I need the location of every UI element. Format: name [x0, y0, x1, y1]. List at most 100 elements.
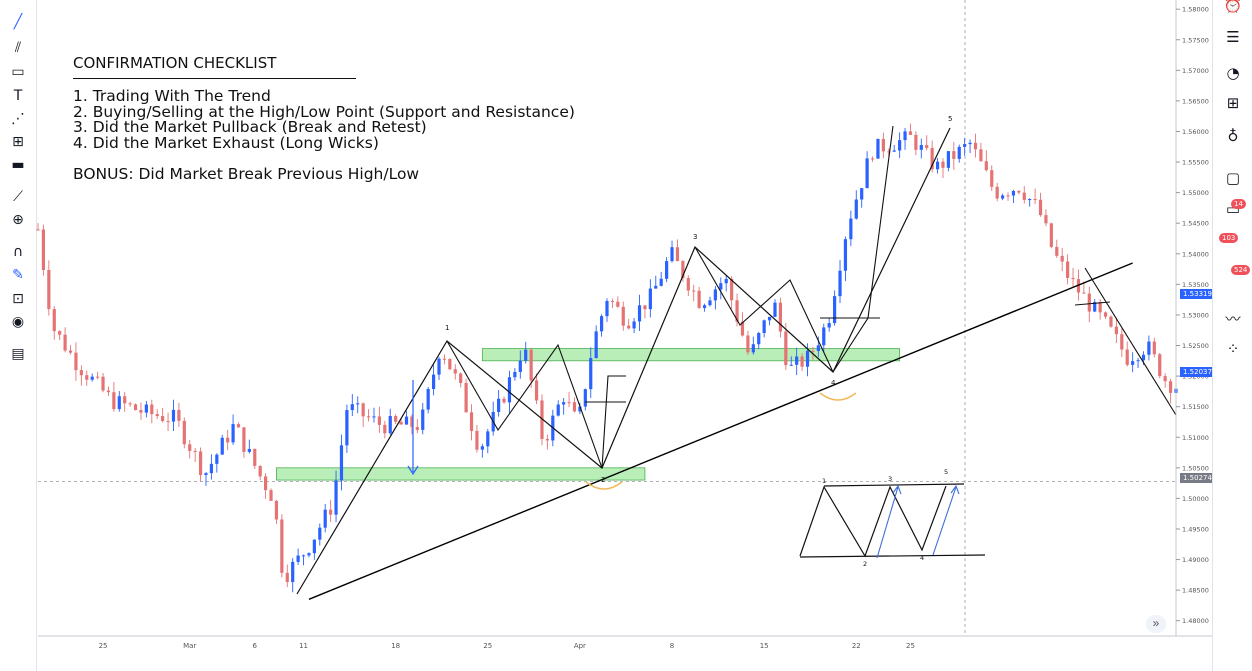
candle-body: [63, 334, 67, 351]
drawn-line: [446, 340, 603, 469]
candle-body: [182, 420, 186, 445]
candle-body: [41, 229, 46, 271]
lock-drawings-icon[interactable]: ✎: [12, 267, 24, 283]
data-window-icon[interactable]: ⊞: [1226, 94, 1240, 112]
candle-body: [123, 396, 127, 404]
support-arc: [819, 392, 857, 401]
candle-body: [486, 431, 490, 447]
dots-icon[interactable]: ⁘: [1226, 340, 1240, 358]
price-tick-label: 1.57000: [1182, 67, 1209, 75]
drawn-line: [832, 125, 894, 373]
candle-body: [426, 389, 430, 410]
candle-body: [144, 404, 148, 413]
swing-label: 3: [693, 233, 697, 241]
candle-body: [946, 151, 950, 168]
candle-body: [431, 374, 436, 390]
candle-body: [339, 445, 344, 481]
trendline-icon[interactable]: ╱: [13, 14, 23, 30]
time-tick-label: 18: [391, 642, 400, 650]
time-tick-label: 25: [99, 642, 108, 650]
candle-body: [659, 278, 663, 286]
mini-arrow: [932, 484, 960, 556]
candle-body: [58, 331, 62, 335]
candle-body: [236, 424, 241, 428]
candle-body: [941, 161, 945, 168]
candle-body: [350, 404, 354, 411]
candle-body: [68, 350, 73, 353]
candle-body: [345, 410, 349, 446]
price-tick-label: 1.54000: [1182, 250, 1209, 258]
mini-pattern-label: 3: [888, 475, 892, 483]
candle-body: [876, 138, 880, 159]
forecast-icon[interactable]: ⊞: [12, 134, 24, 150]
time-tick-label: Apr: [574, 642, 586, 650]
candle-body: [572, 402, 577, 412]
candle-body: [334, 480, 338, 515]
candle-body: [112, 392, 116, 410]
price-tick-label: 1.58000: [1182, 6, 1209, 14]
candle-body: [670, 247, 674, 262]
alerts-icon[interactable]: ◔: [1226, 64, 1240, 82]
zoom-icon[interactable]: ⊕: [12, 212, 24, 228]
confirmation-checklist: CONFIRMATION CHECKLIST 1. Trading With T…: [73, 54, 575, 183]
candle-body: [735, 300, 739, 322]
drawn-line: [601, 375, 626, 469]
candle-body: [827, 323, 831, 328]
price-tick-label: 1.53000: [1182, 311, 1209, 319]
price-label-crosshair: 1.50274: [1180, 473, 1215, 483]
candle-body: [979, 149, 983, 162]
hotlist-icon[interactable]: ♁: [1227, 127, 1239, 145]
pattern-icon[interactable]: ⋰: [11, 111, 25, 127]
candle-body: [784, 331, 788, 366]
candle-body: [1087, 293, 1091, 312]
candle-body: [925, 145, 929, 148]
candle-body: [675, 247, 680, 262]
candle-body: [1141, 354, 1146, 361]
eye-icon[interactable]: ◉: [11, 314, 25, 330]
right-widget-bar: ⏰ ☰ ◔ ⊞ ♁ ▢ ▭ 14 103 524 〰 ⁘: [1212, 0, 1252, 671]
candle-body: [1152, 341, 1156, 355]
price-label-current: 1.52037: [1180, 367, 1215, 377]
magnet-icon[interactable]: ∩: [12, 244, 24, 260]
candle-body: [247, 448, 251, 452]
candle-body: [865, 158, 869, 189]
candle-body: [513, 371, 517, 378]
checklist-item-4: 4. Did the Market Exhaust (Long Wicks): [73, 133, 379, 152]
candle-body: [480, 446, 484, 450]
candle-body: [567, 402, 571, 404]
ruler-icon[interactable]: ⟋: [13, 189, 23, 205]
watchlist-icon[interactable]: ☰: [1226, 28, 1240, 46]
checklist-item-2: 2. Buying/Selling at the High/Low Point …: [73, 102, 575, 121]
brush-icon[interactable]: ▬: [11, 157, 25, 173]
candle-body: [1098, 301, 1102, 313]
lock-icon[interactable]: ⊡: [12, 291, 24, 307]
candle-body: [1055, 246, 1059, 256]
ideas-icon[interactable]: ▢: [1225, 169, 1241, 187]
candle-body: [973, 142, 978, 150]
candle-body: [1131, 361, 1135, 365]
candle-body: [404, 416, 409, 425]
candle-body: [995, 186, 999, 199]
candle-body: [518, 360, 522, 372]
candle-body: [280, 519, 284, 573]
scroll-to-realtime-button[interactable]: »: [1146, 615, 1166, 633]
candle-body: [822, 327, 826, 346]
candle-body: [36, 229, 40, 231]
fib-icon[interactable]: ⫽: [14, 40, 22, 56]
candle-body: [534, 380, 539, 401]
candle-body: [1028, 199, 1032, 201]
alarm-icon[interactable]: ⏰: [1223, 0, 1243, 14]
candle-body: [1109, 316, 1113, 327]
candle-body: [1120, 334, 1124, 350]
candle-body: [453, 369, 457, 374]
trash-icon[interactable]: ▤: [11, 346, 25, 362]
rectangle-icon[interactable]: ▭: [11, 64, 25, 80]
candle-body: [399, 421, 403, 425]
candle-body: [1066, 261, 1070, 278]
left-drawing-toolbar: ╱ ⫽ ▭ T ⋰ ⊞ ▬ ⟋ ⊕ ∩ ✎ ⊡ ◉ ▤: [0, 0, 37, 671]
candle-body: [849, 218, 853, 240]
text-icon[interactable]: T: [13, 88, 23, 104]
candle-body: [155, 414, 159, 417]
ticker-icon[interactable]: 〰: [1225, 310, 1241, 328]
